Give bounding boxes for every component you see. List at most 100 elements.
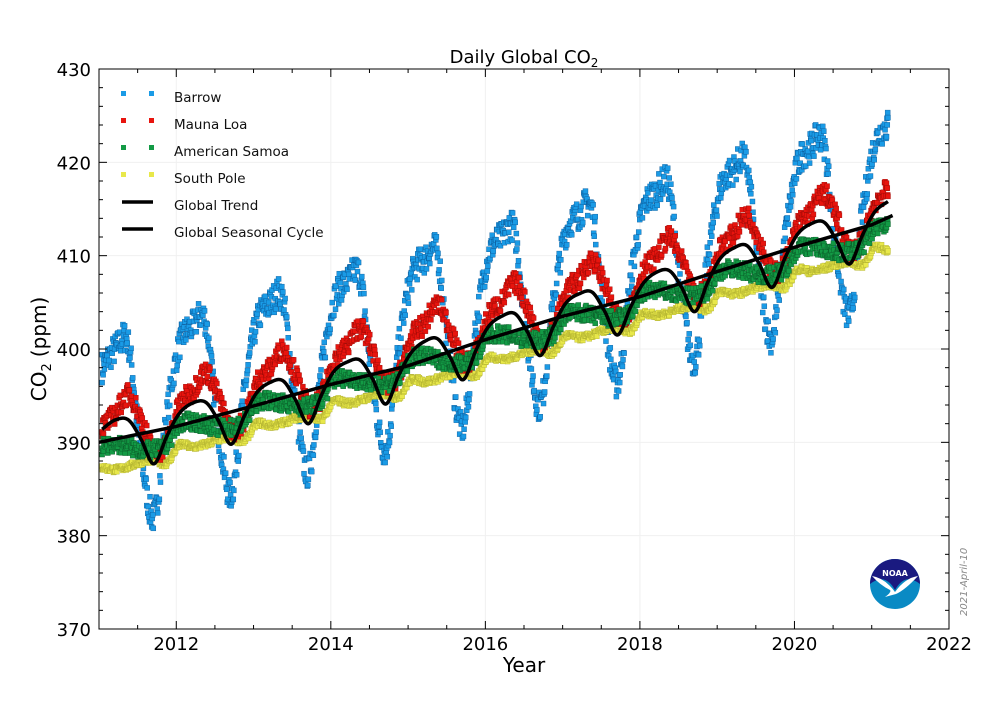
barrow-point [592, 234, 597, 239]
south-pole-point [712, 299, 717, 304]
barrow-point [697, 338, 702, 343]
mauna-loa-point [596, 258, 601, 263]
barrow-point [328, 327, 333, 332]
barrow-point [865, 191, 870, 196]
barrow-point [709, 234, 714, 239]
american-samoa-point [320, 401, 325, 406]
mauna-loa-point [375, 358, 380, 363]
barrow-point [361, 291, 366, 296]
mauna-loa-point [361, 319, 366, 324]
barrow-point [749, 184, 754, 189]
barrow-point [672, 214, 677, 219]
mauna-loa-point [133, 395, 138, 400]
mauna-loa-point [811, 212, 816, 217]
barrow-point [236, 453, 241, 458]
barrow-point [405, 295, 410, 300]
barrow-point [109, 365, 114, 370]
barrow-point [129, 362, 134, 367]
barrow-point [247, 350, 252, 355]
barrow-point [385, 454, 390, 459]
barrow-point [671, 204, 676, 209]
barrow-point [105, 353, 110, 358]
barrow-point [556, 263, 561, 268]
barrow-point [591, 202, 596, 207]
barrow-point [284, 315, 289, 320]
barrow-point [314, 430, 319, 435]
barrow-point [306, 477, 311, 482]
barrow-point [748, 191, 753, 196]
barrow-point [144, 477, 149, 482]
barrow-point [510, 210, 515, 215]
barrow-point [323, 355, 328, 360]
mauna-loa-point [885, 185, 890, 190]
barrow-point [361, 285, 366, 290]
barrow-point [550, 301, 555, 306]
barrow-point [311, 442, 316, 447]
mauna-loa-point [884, 181, 889, 186]
mauna-loa-point [600, 270, 605, 275]
mauna-loa-point [607, 287, 612, 292]
barrow-point [409, 287, 414, 292]
mauna-loa-point [669, 229, 674, 234]
barrow-point [513, 220, 518, 225]
barrow-point [542, 389, 547, 394]
mauna-loa-point [367, 332, 372, 337]
barrow-point [583, 189, 588, 194]
barrow-point [202, 308, 207, 313]
barrow-point [885, 110, 890, 115]
mauna-loa-point [684, 264, 689, 269]
barrow-point [321, 349, 326, 354]
barrow-point [166, 415, 171, 420]
barrow-point [730, 183, 735, 188]
barrow-point [669, 195, 674, 200]
barrow-point [820, 124, 825, 129]
barrow-point [397, 326, 402, 331]
barrow-point [790, 192, 795, 197]
barrow-point [557, 251, 562, 256]
barrow-point [427, 261, 432, 266]
barrow-point [707, 261, 712, 266]
mauna-loa-point [673, 233, 678, 238]
barrow-point [302, 471, 307, 476]
barrow-point [286, 335, 291, 340]
barrow-point [436, 251, 441, 256]
mauna-loa-point [456, 341, 461, 346]
barrow-point [129, 346, 134, 351]
mauna-loa-point [834, 206, 839, 211]
mauna-loa-point [761, 241, 766, 246]
barrow-point [544, 374, 549, 379]
mauna-loa-point [506, 292, 511, 297]
barrow-point [707, 252, 712, 257]
mauna-loa-point [737, 229, 742, 234]
barrow-point [777, 298, 782, 303]
barrow-point [873, 147, 878, 152]
barrow-point [151, 526, 156, 531]
barrow-point [100, 380, 105, 385]
barrow-point [861, 205, 866, 210]
barrow-point [846, 319, 851, 324]
barrow-point [107, 358, 112, 363]
mauna-loa-point [221, 401, 226, 406]
barrow-point [485, 269, 490, 274]
barrow-point [516, 258, 521, 263]
barrow-point [686, 337, 691, 342]
barrow-point [388, 433, 393, 438]
barrow-point [515, 241, 520, 246]
barrow-point [821, 129, 826, 134]
barrow-point [884, 134, 889, 139]
barrow-point [774, 314, 779, 319]
south-pole-point [320, 419, 325, 424]
barrow-point [285, 326, 290, 331]
mauna-loa-point [423, 329, 428, 334]
mauna-loa-point [439, 297, 444, 302]
barrow-point [775, 308, 780, 313]
barrow-point [224, 487, 229, 492]
barrow-point [174, 368, 179, 373]
mauna-loa-point [426, 324, 431, 329]
mauna-loa-point [528, 305, 533, 310]
barrow-point [768, 350, 773, 355]
barrow-point [621, 357, 626, 362]
barrow-point [378, 430, 383, 435]
barrow-point [406, 301, 411, 306]
barrow-point [175, 363, 180, 368]
